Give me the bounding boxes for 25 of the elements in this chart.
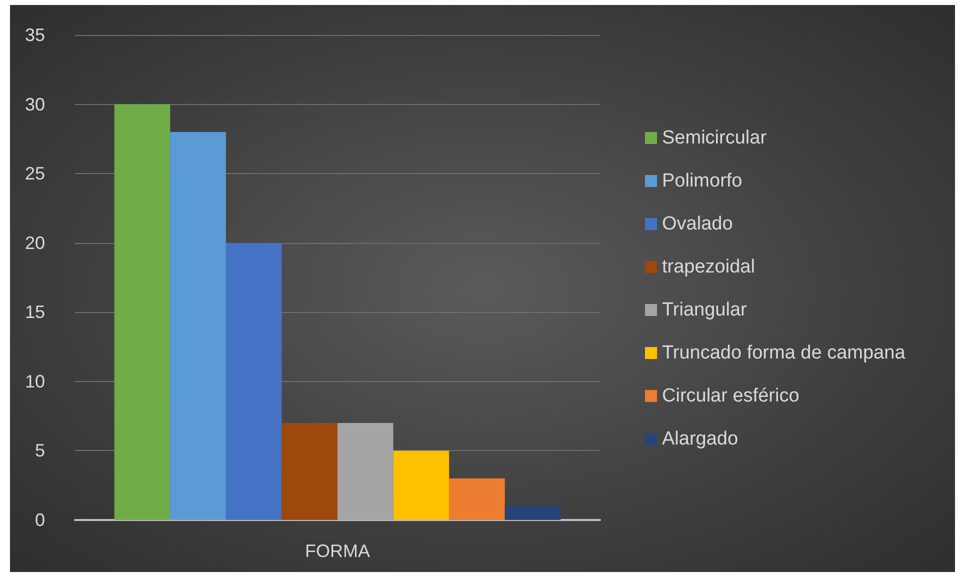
x-tick-label: FORMA: [305, 541, 370, 561]
bar: [504, 506, 561, 520]
y-tick-label: 10: [24, 371, 45, 392]
bar: [170, 132, 226, 520]
y-tick-label: 15: [24, 302, 45, 322]
legend-label: Semicircular: [662, 128, 768, 148]
legend-label: Triangular: [662, 300, 748, 320]
y-tick-label: 25: [24, 164, 45, 184]
y-tick-label: 20: [24, 232, 45, 253]
bar: [226, 242, 282, 520]
legend-label: Alargado: [662, 428, 738, 450]
y-tick-label: 35: [24, 25, 45, 45]
bar: [393, 450, 450, 520]
legend-label: trapezoidal: [662, 256, 755, 278]
legend-label: Ovalado: [662, 214, 733, 234]
y-tick-label: 5: [34, 440, 45, 461]
legend-label: Truncado forma de campana: [662, 342, 906, 364]
legend-label: Polimorfo: [662, 170, 742, 192]
bar: [338, 423, 394, 520]
legend-label: Circular esférico: [662, 386, 800, 406]
bar: [449, 478, 505, 520]
bar: [282, 423, 338, 520]
y-tick-label: 30: [24, 94, 45, 114]
bar: [114, 104, 170, 520]
y-tick-label: 0: [34, 510, 45, 530]
